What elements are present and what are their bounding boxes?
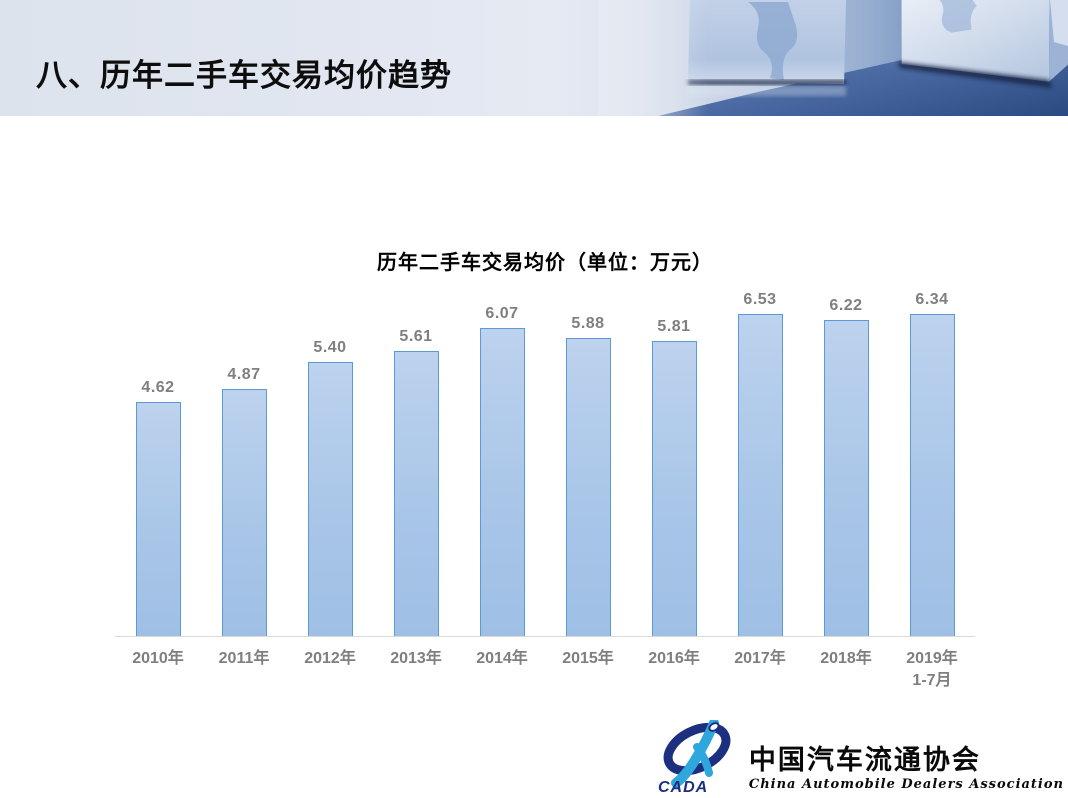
bar (565, 338, 611, 636)
cada-emblem-icon: CADA (658, 720, 731, 794)
chart-title: 历年二手车交易均价（单位：万元） (377, 252, 713, 274)
bar (393, 351, 439, 636)
bar-column: 5.61 (373, 291, 459, 636)
bar-column: 6.22 (803, 291, 889, 636)
x-axis-label: 2012年 (304, 650, 356, 667)
bar-value-label: 5.61 (399, 328, 433, 345)
bar-value-label: 6.22 (829, 297, 863, 314)
bar-column: 4.87 (201, 291, 287, 636)
chart-x-axis-labels: 2010年 2011年 2012年 2013年 2014年 2015年 2016年 2017年… (115, 648, 975, 691)
bar (651, 341, 697, 636)
cada-acronym: CADA (658, 779, 708, 794)
bar-value-label: 5.88 (571, 315, 605, 332)
x-axis-label: 2011年 (218, 650, 270, 667)
bar (737, 314, 783, 636)
logo-text: 中国汽车流通协会 China Automobile Dealers Associ… (749, 746, 1064, 794)
association-name-en: China Automobile Dealers Association (748, 777, 1064, 792)
association-name-cn: 中国汽车流通协会 (748, 745, 981, 776)
bar-column: 6.07 (459, 291, 545, 636)
chart-plot-area: 4.62 4.87 5.40 5.61 6.07 5.88 5.81 6.53 6.22 6.34 (115, 291, 975, 637)
slide-title: 八、历年二手车交易均价趋势 (36, 58, 452, 93)
bar (135, 402, 181, 636)
bar-value-label: 6.34 (915, 291, 949, 308)
x-axis-label: 2017年 (734, 650, 786, 667)
bar-value-label: 4.62 (141, 379, 175, 396)
cada-logo: CADA 中国汽车流通协会 China Automobile Dealers A… (657, 720, 1064, 794)
bar (479, 328, 525, 636)
bar-column: 6.34 (889, 291, 975, 636)
x-axis-label: 2016年 (648, 650, 700, 667)
x-axis-label: 2013年 (390, 650, 442, 667)
bar (823, 320, 869, 636)
x-axis-label: 2018年 (820, 650, 872, 667)
bar-column: 5.81 (631, 291, 717, 636)
bar-value-label: 6.53 (743, 291, 777, 308)
bar (221, 389, 267, 636)
bar-value-label: 6.07 (485, 305, 519, 322)
x-axis-label: 2015年 (562, 650, 614, 667)
bar-column: 5.40 (287, 291, 373, 636)
bar-chart: 4.62 4.87 5.40 5.61 6.07 5.88 5.81 6.53 6.22 6.34… (115, 291, 975, 691)
bar (909, 314, 955, 636)
blue-cubes-image (598, 0, 1068, 116)
bar-column: 6.53 (717, 291, 803, 636)
bar-column: 4.62 (115, 291, 201, 636)
slide-header: 八、历年二手车交易均价趋势 (0, 0, 1068, 116)
bar-value-label: 5.40 (313, 339, 347, 356)
bar (307, 362, 353, 636)
x-axis-label: 2010年 (132, 650, 184, 667)
bar-value-label: 4.87 (227, 366, 261, 383)
x-axis-label: 2019年 1-7月 (906, 650, 958, 689)
bar-column: 5.88 (545, 291, 631, 636)
x-axis-label: 2014年 (476, 650, 528, 667)
bar-value-label: 5.81 (657, 318, 691, 335)
